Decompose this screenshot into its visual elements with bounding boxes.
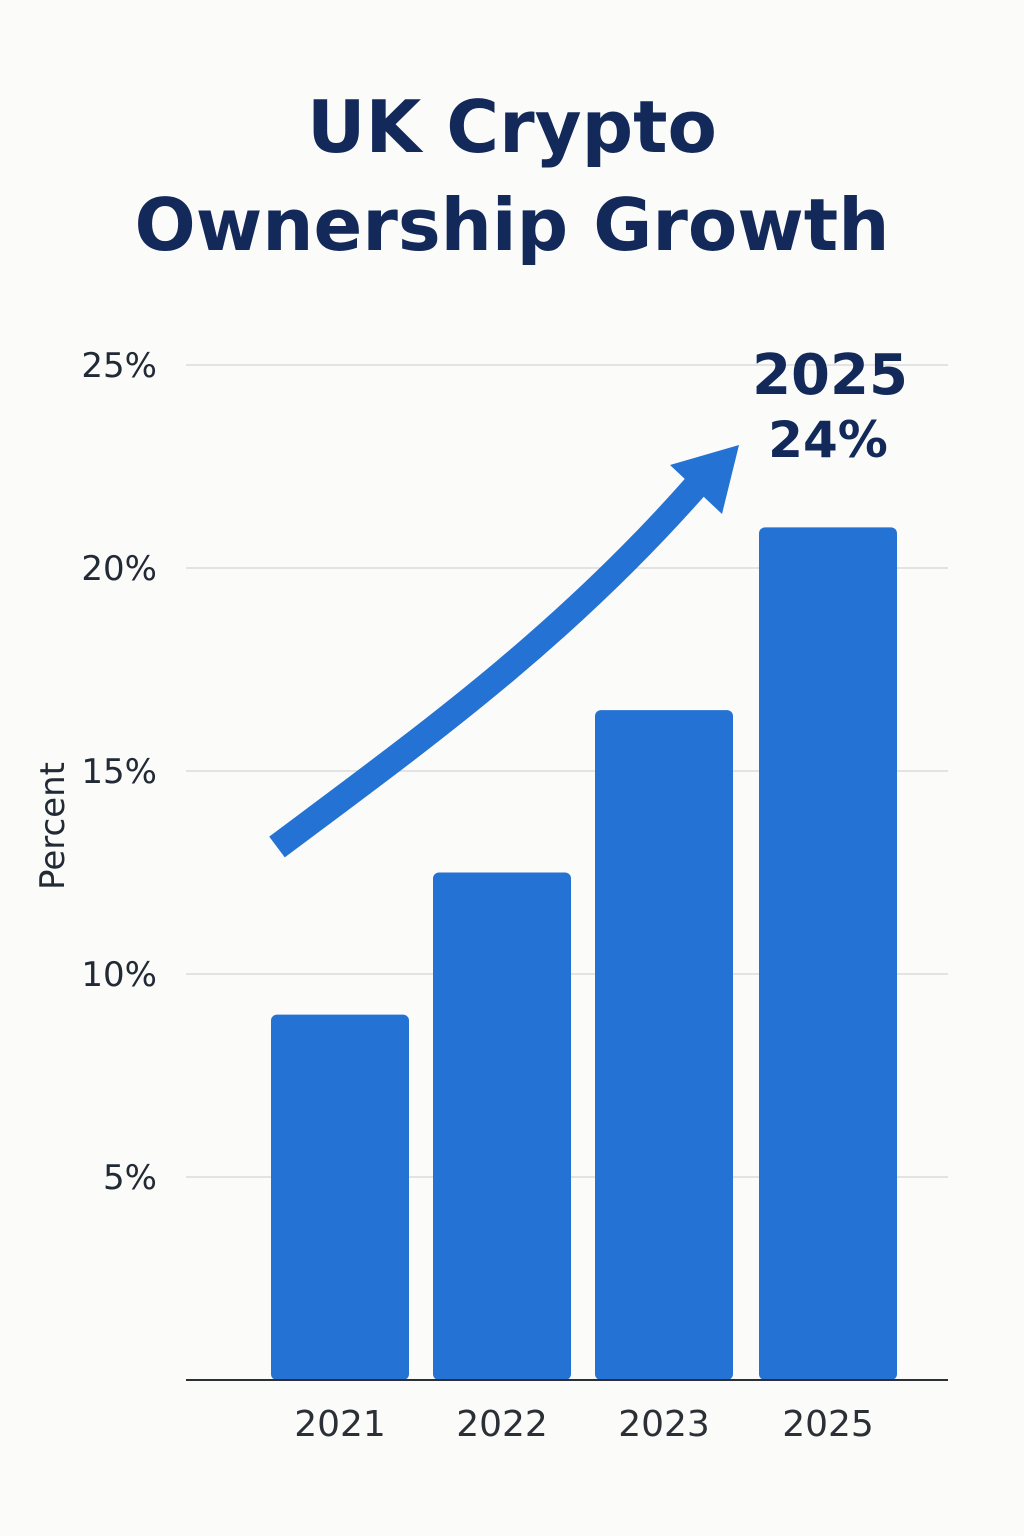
- x-tick-label: 2025: [782, 1404, 874, 1445]
- bar: [271, 1014, 409, 1380]
- trend-arrow-head: [670, 445, 739, 514]
- axes: 5% 10% 15% 20% 25% Percent 2021 2022 2023 2025: [33, 346, 948, 1445]
- x-tick-label: 2022: [456, 1404, 548, 1445]
- chart-title-line-2: Ownership Growth: [134, 183, 890, 267]
- bar: [433, 872, 571, 1380]
- callout-value: 24%: [768, 411, 888, 469]
- y-axis-label: Percent: [33, 762, 73, 890]
- bars: [271, 527, 897, 1380]
- y-tick-label: 20%: [81, 549, 157, 589]
- chart-title: UK Crypto Ownership Growth: [0, 78, 1024, 274]
- y-tick-label: 15%: [81, 752, 157, 792]
- x-tick-label: 2021: [294, 1404, 386, 1445]
- y-tick-label: 25%: [81, 346, 157, 386]
- trend-arrow-shaft: [269, 478, 705, 858]
- bar: [595, 710, 733, 1380]
- x-tick-label: 2023: [618, 1404, 710, 1445]
- callout-year: 2025: [752, 343, 908, 408]
- y-tick-label: 5%: [103, 1158, 157, 1198]
- bar: [759, 527, 897, 1380]
- y-tick-label: 10%: [81, 955, 157, 995]
- chart-title-line-1: UK Crypto: [306, 85, 718, 169]
